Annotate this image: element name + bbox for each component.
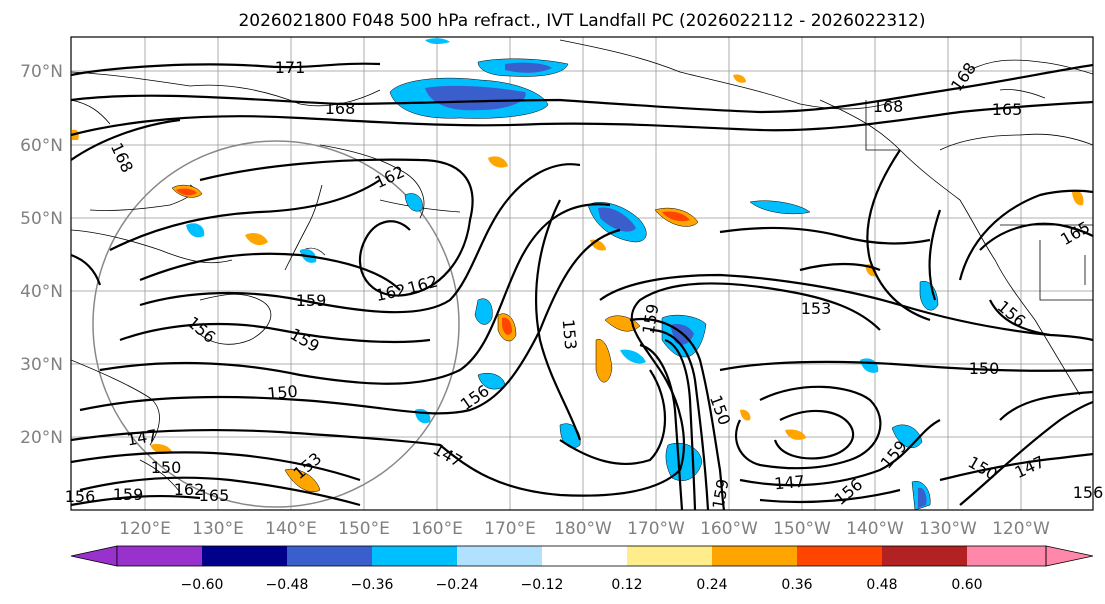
contours (71, 62, 1093, 510)
contour-label: 150 (969, 359, 1000, 378)
contour-label: 159 (113, 485, 144, 504)
map-area (71, 37, 1093, 510)
lon-label: 180°W (554, 519, 612, 539)
colorbar-tick: −0.36 (351, 577, 394, 593)
lon-label: 170°E (484, 519, 536, 539)
colorbar-frame (116, 545, 1047, 567)
colorbar-extend-high (1045, 545, 1094, 567)
latitude-labels: 70°N 60°N 50°N 40°N 30°N 20°N (20, 62, 63, 448)
lon-label: 130°W (919, 519, 977, 539)
lat-label: 40°N (20, 282, 63, 302)
lat-label: 70°N (20, 62, 63, 82)
colorbar-bin (882, 546, 967, 566)
contour-label: 159 (296, 291, 327, 310)
colorbar-bin (967, 546, 1046, 566)
contour-label: 153 (559, 318, 581, 350)
colorbar: −0.60 −0.48 −0.36 −0.24 −0.12 0.12 0.24 … (70, 545, 1094, 593)
contour-label: 168 (873, 97, 904, 116)
colorbar-bin (627, 546, 712, 566)
contour-label: 165 (992, 100, 1023, 119)
map-border (70, 36, 1094, 511)
contour-label: 171 (275, 58, 306, 77)
coastlines (71, 39, 1093, 493)
lon-label: 140°E (265, 519, 317, 539)
lon-label: 160°E (411, 519, 463, 539)
colorbar-bin (287, 546, 372, 566)
lat-label: 30°N (20, 355, 63, 375)
contour-label: 147 (773, 472, 805, 494)
lon-label: 120°W (992, 519, 1050, 539)
colorbar-tick: −0.60 (181, 577, 224, 593)
colorbar-bin (457, 546, 542, 566)
lon-label: 170°W (627, 519, 685, 539)
lat-label: 60°N (20, 136, 63, 156)
colorbar-bin (542, 546, 627, 566)
colorbar-tick: −0.48 (266, 577, 309, 593)
lon-label: 150°E (338, 519, 390, 539)
colorbar-bin (117, 546, 202, 566)
longitude-labels: 120°E 130°E 140°E 150°E 160°E 170°E 180°… (119, 519, 1050, 539)
map-title: 2026021800 F048 500 hPa refract., IVT La… (238, 11, 925, 31)
colorbar-tick: 0.60 (951, 577, 982, 593)
contour-label: 150 (151, 458, 182, 477)
range-circle (92, 140, 460, 508)
contour-label: 156 (1073, 483, 1104, 502)
contour-label: 162 (174, 480, 205, 499)
lon-label: 140°W (846, 519, 904, 539)
colorbar-bin (712, 546, 797, 566)
contour-label: 153 (801, 299, 832, 318)
contour-label: 156 (65, 487, 96, 506)
lon-label: 160°W (700, 519, 758, 539)
colorbar-tick: 0.36 (781, 577, 812, 593)
colorbar-bin (202, 546, 287, 566)
lat-label: 20°N (20, 428, 63, 448)
contour-label: 150 (266, 382, 298, 404)
lat-label: 50°N (20, 209, 63, 229)
contour-label: 165 (199, 486, 230, 505)
colorbar-extend-low (70, 545, 118, 567)
colorbar-bin (372, 546, 457, 566)
colorbar-tick: −0.24 (436, 577, 479, 593)
colorbar-bin (797, 546, 882, 566)
lon-label: 120°E (119, 519, 171, 539)
contour-label: 168 (325, 99, 356, 118)
colorbar-tick: 0.12 (611, 577, 642, 593)
colorbar-tick: 0.24 (696, 577, 727, 593)
lon-label: 150°W (773, 519, 831, 539)
colorbar-tick: 0.48 (866, 577, 897, 593)
colorbar-tick: −0.12 (521, 577, 564, 593)
lon-label: 130°E (192, 519, 244, 539)
